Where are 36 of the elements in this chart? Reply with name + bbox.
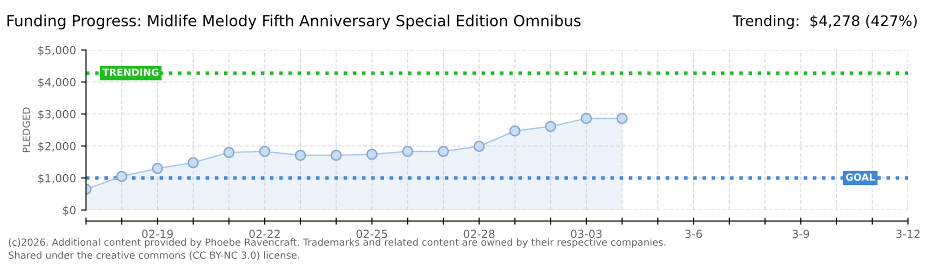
- point: [294, 150, 306, 161]
- point: [152, 162, 164, 174]
- point: [116, 170, 128, 182]
- point: [580, 112, 592, 124]
- point: [616, 112, 628, 124]
- x-tick-label: 3-6: [685, 230, 702, 238]
- x-tick-label: 02-19: [142, 230, 173, 238]
- y-tick-label: $2,000: [38, 142, 76, 152]
- y-tick-label: $5,000: [38, 46, 76, 56]
- y-tick-label: $0: [63, 206, 76, 216]
- ref-line-label: GOAL: [846, 173, 875, 181]
- x-tick-label: 02-25: [356, 230, 388, 238]
- point: [509, 125, 520, 137]
- point: [223, 146, 235, 158]
- chart-subtitle: Trending: $4,278 (427%): [732, 14, 917, 30]
- y-axis-title: PLEDGED: [22, 108, 30, 152]
- x-tick-label: 03-03: [570, 230, 602, 238]
- point: [474, 140, 485, 152]
- text: Shared under the creative commons (CC BY-NC 3.0) license.: [8, 251, 300, 260]
- point: [402, 146, 414, 157]
- y-tick-label: $1,000: [38, 174, 76, 184]
- point: [259, 146, 270, 157]
- point: [330, 150, 342, 161]
- point: [438, 146, 449, 157]
- point: [366, 148, 378, 160]
- x-tick-label: 3-9: [792, 230, 810, 238]
- y-tick-label: $4,000: [38, 78, 76, 88]
- x-tick-label: 02-28: [464, 230, 495, 238]
- point: [545, 120, 556, 132]
- ref-line-label: TRENDING: [102, 68, 158, 76]
- x-tick-label: 02-22: [249, 230, 280, 238]
- y-tick-label: $3,000: [38, 110, 76, 120]
- text: (c)2026. Additional content provided by Phoebe Ravencraft. Trademarks and related content are owned by their respective companies.: [8, 238, 666, 248]
- chart-title: Funding Progress: Midlife Melody Fifth Anniversary Special Edition Omnibus: [8, 14, 581, 30]
- point: [188, 157, 199, 168]
- x-tick-label: 3-12: [896, 230, 920, 238]
